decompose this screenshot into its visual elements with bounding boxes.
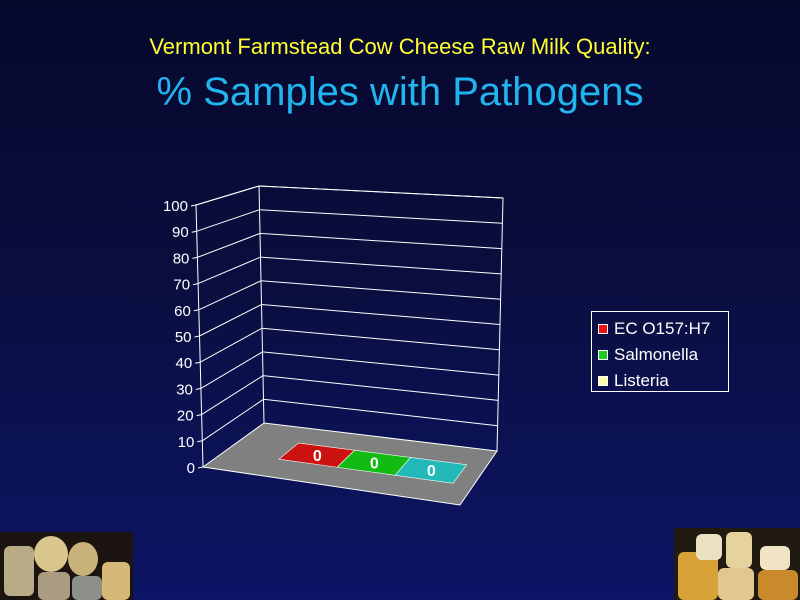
legend-item-listeria: Listeria [592,368,728,394]
gridline [197,232,502,258]
legend-label-listeria: Listeria [614,371,669,390]
y-tick-label: 80 [173,250,190,267]
y-tick-mark [197,466,204,469]
slide-title: Vermont Farmstead Cow Cheese Raw Milk Qu… [149,34,651,59]
gridline [199,303,501,337]
y-tick-mark [195,361,201,364]
gridline [198,280,501,311]
gridline [197,256,502,285]
legend-item-ec: EC O157:H7 [592,316,728,342]
y-tick-mark [192,256,198,259]
y-tick-label: 20 [177,408,194,425]
legend-swatch-ec [598,324,608,334]
gridline [200,351,499,389]
y-tick-mark [190,204,197,207]
bar-data-label: 0 [427,463,436,480]
bar-listeria [394,457,468,484]
wall-outline [195,185,504,468]
y-tick-mark [195,387,201,390]
cheese-blocks-photo [674,528,800,600]
y-tick-mark [194,335,200,338]
y-tick-mark [197,440,203,443]
gridline [196,209,503,232]
y-tick-mark [193,309,199,312]
bar-data-label: 0 [370,456,379,473]
y-tick-mark [196,414,202,417]
y-tick-label: 30 [176,381,193,398]
y-tick-mark [193,283,199,286]
legend-label-ec: EC O157:H7 [614,319,711,338]
chart-gridlines [195,185,504,442]
y-tick-label: 60 [174,303,191,320]
gridline [201,375,499,416]
y-tick-label: 10 [178,434,195,451]
legend-swatch-salmonella [598,350,608,360]
cheese-wheels-photo [0,532,133,600]
gridline [199,327,500,363]
y-tick-mark [191,230,197,233]
bar-data-label: 0 [313,448,322,465]
chart-legend: EC O157:H7 Salmonella Listeria [591,311,729,392]
gridline [202,398,498,442]
slide-subtitle: % Samples with Pathogens [156,70,644,114]
gridline [195,185,504,206]
legend-swatch-listeria [598,376,608,386]
y-tick-label: 50 [175,329,192,346]
y-tick-label: 70 [173,277,190,294]
legend-item-salmonella: Salmonella [592,342,728,368]
y-tick-label: 100 [163,198,188,215]
y-tick-label: 40 [176,355,193,372]
legend-label-salmonella: Salmonella [614,345,699,364]
y-tick-label: 90 [172,224,189,241]
y-axis-ticks: 0 10 20 30 40 50 60 70 80 90 100 [163,198,204,477]
chart-walls [195,185,504,468]
chart-bars: 0 0 0 [278,442,468,484]
y-tick-label: 0 [187,460,195,477]
